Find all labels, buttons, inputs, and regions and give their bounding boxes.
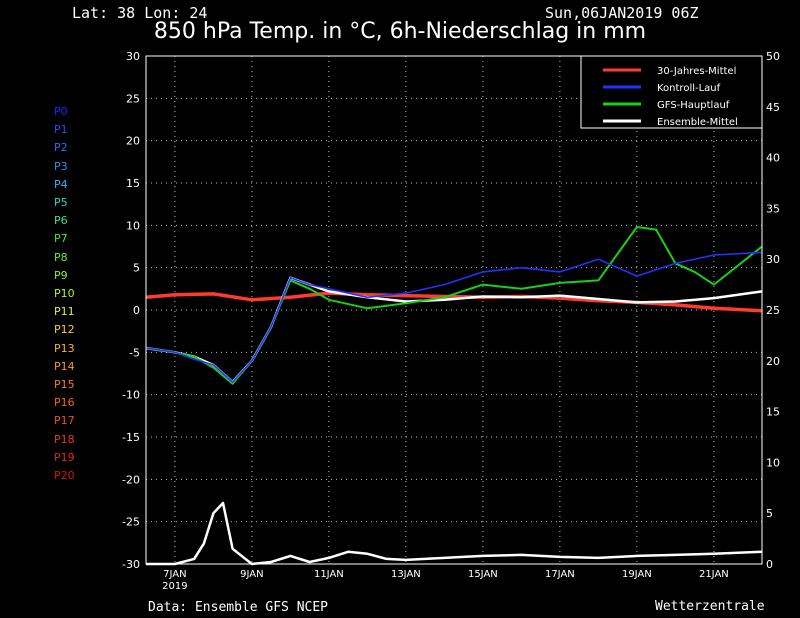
- legend-label: Kontroll-Lauf: [657, 83, 721, 94]
- series-legend: 30-Jahres-Mittel Kontroll-Lauf GFS-Hauptla…: [580, 55, 763, 129]
- y-right-tick-label: 35: [766, 202, 780, 215]
- y-left-tick-label: 5: [133, 262, 140, 275]
- member-label: P18: [54, 432, 75, 446]
- data-source-label: Data: Ensemble GFS NCEP: [148, 600, 329, 615]
- y-left-tick-label: -10: [122, 389, 140, 402]
- brand-label: Wetterzentrale: [655, 599, 765, 614]
- y-left-tick-label: 30: [126, 50, 140, 63]
- member-label: P10: [54, 287, 75, 301]
- member-label: P0: [54, 105, 68, 118]
- member-label: P11: [54, 305, 75, 319]
- y-left-tick-label: -15: [122, 431, 140, 444]
- member-label: P1: [54, 123, 68, 137]
- member-label: P12: [54, 323, 75, 337]
- member-label: P14: [54, 359, 75, 373]
- member-label: P16: [54, 396, 75, 410]
- x-tick-label: 19JAN: [622, 569, 652, 580]
- y-left-tick-label: -20: [122, 473, 140, 486]
- legend-label: GFS-Hauptlauf: [657, 100, 730, 111]
- member-label: P4: [54, 177, 68, 191]
- y-right-tick-label: 30: [766, 253, 780, 266]
- x-tick-label: 7JAN: [163, 569, 186, 580]
- member-label: P17: [54, 414, 75, 428]
- member-label: P6: [54, 214, 68, 228]
- member-label: P9: [54, 268, 68, 282]
- legend-label: Ensemble-Mittel: [657, 117, 738, 128]
- y-left-tick-label: -30: [122, 558, 140, 571]
- y-right-tick-label: 0: [766, 558, 773, 571]
- member-label: P7: [54, 232, 68, 246]
- y-left-tick-label: -5: [129, 346, 140, 359]
- y-right-tick-label: 10: [766, 456, 780, 469]
- y-left-tick-label: 0: [133, 304, 140, 317]
- series-line: [145, 226, 763, 385]
- y-left-tick-label: 20: [126, 135, 140, 148]
- y-left-tick-label: 15: [126, 177, 140, 190]
- y-right-tick-label: 25: [766, 304, 780, 317]
- x-tick-label: 21JAN: [699, 569, 729, 580]
- member-label: P2: [54, 141, 68, 155]
- member-label: P15: [54, 378, 75, 392]
- series-line: [146, 501, 763, 566]
- x-tick-label: 13JAN: [391, 569, 421, 580]
- y-right-tick-label: 20: [766, 355, 780, 368]
- x-tick-label: 17JAN: [545, 569, 575, 580]
- y-left-tick-label: 25: [126, 92, 140, 105]
- plot-frame: [145, 55, 763, 565]
- y-left-tick-label: 10: [126, 219, 140, 232]
- legend-box: [580, 55, 763, 129]
- member-legend: P0 P1 P2 P3 P4 P5 P6 P7 P8 P9 P10 P11 P12 P13 P14 P15 P1…: [54, 103, 75, 485]
- member-label: P13: [54, 341, 75, 355]
- x-tick-label: 15JAN: [468, 569, 498, 580]
- x-tick-label: 9JAN: [240, 569, 263, 580]
- chart-title: 850 hPa Temp. in °C, 6h-Niederschlag in …: [153, 19, 647, 44]
- legend-label: 30-Jahres-Mittel: [657, 66, 736, 77]
- y-right-tick-label: 50: [766, 50, 780, 63]
- grid-lines: [146, 56, 762, 564]
- datetime-label: Sun,06JAN2019 06Z: [545, 4, 699, 22]
- y-right-tick-label: 40: [766, 152, 780, 165]
- location-label: Lat: 38 Lon: 24: [72, 4, 208, 22]
- y-right-tick-label: 5: [766, 507, 773, 520]
- plot-series: [145, 226, 763, 566]
- x-tick-sublabel: 2019: [162, 581, 187, 592]
- member-label: P20: [54, 469, 75, 483]
- y-right-tick-label: 45: [766, 101, 780, 114]
- member-label: P8: [54, 250, 68, 264]
- y-left-tick-label: -25: [122, 516, 140, 529]
- member-label: P3: [54, 159, 68, 173]
- y-right-tick-label: 15: [766, 406, 780, 419]
- axes: -30 -25 -20 -15 -10 -5 0 5 10 15 20 25 30 0 5 10 15 20 25 3…: [122, 50, 780, 592]
- x-tick-label: 11JAN: [314, 569, 344, 580]
- series-line: [145, 251, 763, 383]
- member-label: P5: [54, 196, 68, 210]
- member-label: P19: [54, 450, 75, 464]
